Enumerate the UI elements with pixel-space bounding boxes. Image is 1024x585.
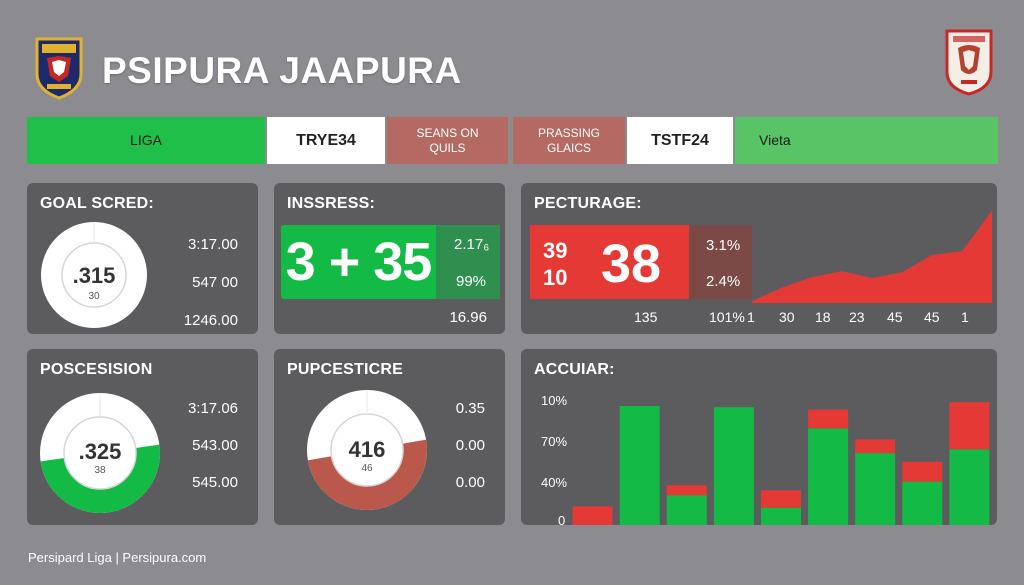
inssress-panel: INSSRESS: 3 + 35 2.17₆ 99% 16.96: [274, 183, 505, 334]
pupcesticre-donut-sub: 46: [361, 463, 373, 474]
percentage-small-bottom: 10: [543, 265, 568, 290]
percentage-axis-label: 23: [849, 309, 865, 325]
possession-stat-1: 3:17.06: [187, 400, 238, 417]
goal-scored-stat-1: 3:17.00: [187, 236, 238, 253]
possession-panel: POSCESISION .325 38 3:17.06 543.00 545.0…: [27, 349, 258, 525]
percentage-axis-label: 45: [924, 309, 940, 325]
pupcesticre-title: PUPCESTICRE: [287, 361, 403, 378]
possession-donut-value: .325: [78, 439, 122, 464]
goal-scored-stat-3: 1246.00: [183, 312, 238, 329]
footer-text: Persipard Liga | Persipura.com: [28, 550, 207, 565]
inssress-side-box: [436, 225, 500, 299]
goal-scored-donut: [41, 222, 147, 328]
percentage-side-box: [689, 225, 752, 299]
possession-stat-3: 545.00: [192, 474, 238, 491]
percentage-axis-label: 18: [815, 309, 831, 325]
pupcesticre-stat-1: 0.35: [455, 400, 485, 417]
goal-scored-donut-sub: 30: [88, 291, 100, 302]
accuiar-bar-green: [855, 453, 896, 525]
percentage-side-value-2: 2.4%: [706, 273, 741, 290]
percentage-title: PECTURAGE:: [534, 195, 642, 212]
percentage-side-value-1: 3.1%: [706, 237, 741, 254]
percentage-score-box: [530, 225, 689, 299]
accuiar-y-label-2: 70%: [541, 434, 568, 449]
pupcesticre-donut-value: 416: [348, 437, 386, 462]
goal-scored-stat-2: 547 00: [192, 274, 238, 291]
pupcesticre-stat-2: 0.00: [455, 437, 485, 454]
percentage-axis-label: 45: [887, 309, 903, 325]
tab-prassing-glaics[interactable]: PRASSING GLAICS: [513, 117, 625, 164]
possession-stat-2: 543.00: [192, 437, 238, 454]
percentage-axis-label: 135: [634, 309, 658, 325]
percentage-axis-label: 1: [961, 309, 969, 325]
tab-trye34[interactable]: TRYE34: [267, 117, 385, 164]
pupcesticre-stat-3: 0.00: [455, 474, 485, 491]
pupcesticre-panel: PUPCESTICRE 416 46 0.35 0.00 0.00: [274, 349, 505, 525]
accuiar-bar-red: [949, 402, 990, 450]
tab-liga[interactable]: LIGA: [27, 117, 265, 164]
pupcesticre-donut: [307, 390, 427, 510]
accuiar-bar-red: [902, 461, 943, 482]
inssress-side-value-1: 2.17₆: [454, 236, 490, 253]
percentage-axis-label: 1: [747, 309, 755, 325]
tab-vieta[interactable]: Vieta: [735, 117, 998, 164]
percentage-axis-label: 30: [779, 309, 795, 325]
accuiar-bar-red: [761, 490, 801, 508]
goal-scored-title: GOAL SCRED:: [40, 195, 154, 212]
accuiar-bar-green: [666, 495, 707, 525]
inssress-bottom-value: 16.96: [449, 309, 487, 326]
accuiar-bar-red: [666, 485, 707, 496]
possession-donut-sub: 38: [94, 465, 106, 476]
accuiar-bar-green: [619, 406, 660, 525]
page-title: PSIPURA JAAPURA: [102, 50, 462, 91]
possession-title: POSCESISION: [40, 361, 153, 378]
percentage-axis-labels: 135 101% 1 30 18 23 45 45 1: [521, 309, 997, 329]
accuiar-y-label-1: 10%: [541, 393, 568, 408]
accuiar-y-label-3: 40%: [541, 475, 568, 490]
accuiar-bar-green: [761, 507, 801, 525]
accuiar-bar-chart: [572, 402, 990, 525]
shield-crest-icon: [35, 37, 83, 100]
accuiar-y-label-4: 0: [558, 513, 566, 528]
accuiar-bar-green: [713, 407, 754, 525]
accuiar-bar-red: [572, 506, 613, 525]
accuiar-bar-red: [808, 409, 849, 429]
tab-seans-on-quils[interactable]: SEANS ON QUILS: [387, 117, 508, 164]
accuiar-bar-red: [855, 439, 896, 453]
badge-crest-icon: [945, 29, 993, 96]
percentage-area-chart: [752, 210, 992, 303]
inssress-score: 3 + 35: [285, 232, 433, 292]
inssress-title: INSSRESS:: [287, 195, 376, 212]
percentage-panel: PECTURAGE: 39 10 38 3.1% 2.4% 135 101% 1 30…: [521, 183, 997, 334]
goal-scored-donut-value: .315: [72, 263, 116, 288]
accuiar-bar-green: [808, 428, 849, 525]
goal-scored-panel: GOAL SCRED: .315 30 3:17.00 547 00 1246.…: [27, 183, 258, 334]
accuiar-title: ACCUIAR:: [534, 361, 615, 378]
percentage-axis-label: 101%: [709, 309, 745, 325]
accuiar-panel: ACCUIAR: 10% 70% 40% 0: [521, 349, 997, 528]
percentage-big: 38: [601, 234, 662, 294]
percentage-small-top: 39: [543, 238, 568, 263]
percentage-area: [752, 210, 992, 303]
accuiar-bar-green: [902, 481, 943, 525]
inssress-side-value-2: 99%: [456, 273, 487, 290]
inssress-score-box: [281, 225, 436, 299]
possession-donut: [40, 393, 160, 513]
tab-tstf24[interactable]: TSTF24: [627, 117, 733, 164]
accuiar-bar-green: [949, 449, 990, 525]
